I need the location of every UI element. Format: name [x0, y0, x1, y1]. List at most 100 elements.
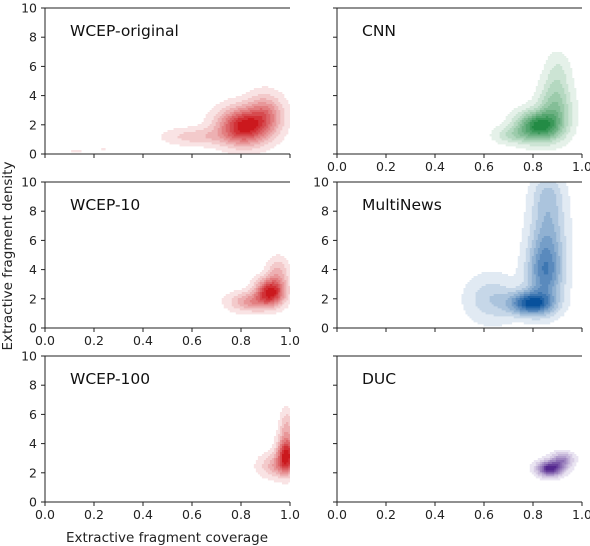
y-tick-label: 4	[321, 262, 329, 277]
x-tick-label: 0.6	[182, 333, 202, 348]
x-tick-label: 1.0	[280, 333, 300, 348]
x-tick-label: 0.4	[425, 507, 445, 522]
y-tick-label: 10	[21, 349, 37, 364]
contour-level-7	[259, 282, 281, 303]
panel-title: DUC	[362, 370, 396, 388]
x-tick-label: 0.4	[425, 159, 445, 174]
y-axis-label: Extractive fragment density	[0, 162, 16, 351]
contour-level-1	[489, 52, 579, 151]
contour-level-1	[461, 182, 573, 327]
y-tick-label: 8	[29, 204, 37, 219]
panel-duc: 0.0 0.2 0.4 0.6 0.8 1.0 DUC	[327, 355, 590, 522]
x-tick-label: 0.8	[231, 333, 251, 348]
panel-title: WCEP-100	[70, 370, 150, 388]
contour-level-5	[221, 106, 275, 143]
contour-level-9	[525, 298, 543, 307]
x-tick-label: 0.8	[523, 159, 543, 174]
x-tick-label: 0.6	[182, 507, 202, 522]
density-contours-wcep-10	[221, 254, 290, 315]
contour-level-9	[237, 118, 259, 133]
panel-title: WCEP-10	[70, 196, 140, 214]
panel-wcep-10: 0.0 0.2 0.4 0.6 0.8 1.0 0 2 4 6 8 10 WCEP-10	[21, 175, 300, 349]
y-tick-label: 10	[313, 175, 329, 190]
x-tick-label: 0.0	[327, 507, 347, 522]
contour-level-6	[521, 110, 561, 137]
contour-level-6	[541, 460, 565, 475]
axes-frame	[336, 181, 582, 329]
panel-title: WCEP-original	[70, 22, 179, 40]
contour-level-4	[217, 102, 277, 145]
contour-level-3	[237, 268, 287, 309]
x-tick-label: 0.4	[133, 507, 153, 522]
x-tick-label: 0.8	[231, 507, 251, 522]
x-tick-label: 0.8	[523, 507, 543, 522]
contour-level-1	[253, 406, 290, 485]
x-tick-label: 0.2	[84, 333, 104, 348]
y-tick-label: 6	[29, 407, 37, 422]
contour-level-5	[511, 236, 557, 313]
y-tick-label: 6	[321, 233, 329, 248]
contour-level-8	[233, 116, 265, 135]
x-tick-label: 1.0	[572, 159, 590, 174]
axes-frame	[336, 355, 582, 503]
y-tick-label: 0	[29, 495, 37, 510]
contour-level-9	[281, 450, 290, 465]
y-tick-label: 4	[29, 436, 37, 451]
y-tick-label: 0	[29, 321, 37, 336]
contour-level-4	[537, 456, 569, 477]
y-tick-label: 8	[321, 204, 329, 219]
panel-title: CNN	[362, 22, 396, 40]
panel-wcep-original: 0 2 4 6 8 10 WCEP-original	[21, 1, 291, 162]
x-axis-label: Extractive fragment coverage	[66, 530, 268, 546]
y-tick-label: 8	[29, 30, 37, 45]
y-tick-label: 10	[21, 175, 37, 190]
y-tick-label: 4	[29, 88, 37, 103]
density-contours-multinews	[461, 182, 573, 327]
axes-frame	[336, 7, 582, 155]
density-contours-cnn	[489, 52, 579, 151]
x-tick-label: 0.2	[376, 507, 396, 522]
panel-cnn: 0.0 0.2 0.4 0.6 0.8 1.0 CNN	[327, 7, 590, 174]
contour-level-9	[545, 466, 557, 471]
panel-title: MultiNews	[362, 196, 442, 214]
y-tick-label: 2	[321, 291, 329, 306]
axes-frame	[44, 7, 290, 155]
x-tick-label: 0.0	[35, 507, 55, 522]
contour-level-4	[505, 212, 561, 315]
contour-level-9	[531, 120, 551, 131]
contour-level-2	[261, 414, 290, 479]
x-tick-label: 0.0	[35, 333, 55, 348]
x-tick-label: 0.2	[84, 507, 104, 522]
contour-level-1	[529, 450, 579, 481]
y-tick-label: 2	[29, 465, 37, 480]
axes-frame	[44, 181, 290, 329]
contour-level-8	[521, 296, 545, 309]
y-tick-label: 8	[29, 378, 37, 393]
density-contours-wcep-100	[253, 406, 290, 485]
contour-level-2	[475, 182, 567, 321]
contour-level-3	[535, 454, 571, 477]
y-tick-label: 4	[29, 262, 37, 277]
x-tick-label: 1.0	[280, 507, 300, 522]
contour-level-3	[505, 80, 569, 143]
y-tick-label: 6	[29, 233, 37, 248]
density-contours-wcep-original	[71, 86, 290, 154]
y-tick-label: 0	[29, 147, 37, 162]
y-tick-label: 2	[29, 117, 37, 132]
density-contours-duc	[529, 450, 579, 481]
contour-level-2	[499, 64, 573, 147]
contour-level-7	[525, 114, 557, 135]
x-tick-label: 0.4	[133, 333, 153, 348]
contour-level-9	[265, 288, 277, 299]
panels-layer: 0 2 4 6 8 10 WCEP-original 0.0 0.2 0.4 0.6 0.8 1.0 CN…	[21, 1, 590, 523]
axes-frame	[44, 355, 290, 503]
contour-level-1	[71, 86, 290, 154]
panel-multinews: 0 2 4 6 8 10 MultiNews	[313, 175, 583, 336]
y-tick-label: 10	[21, 1, 37, 16]
y-tick-label: 0	[321, 321, 329, 336]
x-tick-label: 0.0	[327, 159, 347, 174]
panel-wcep-100: 0.0 0.2 0.4 0.6 0.8 1.0 0 2 4 6 8 10 WCEP-100	[21, 349, 300, 523]
contour-level-1	[221, 254, 290, 315]
contour-level-2	[231, 262, 290, 313]
